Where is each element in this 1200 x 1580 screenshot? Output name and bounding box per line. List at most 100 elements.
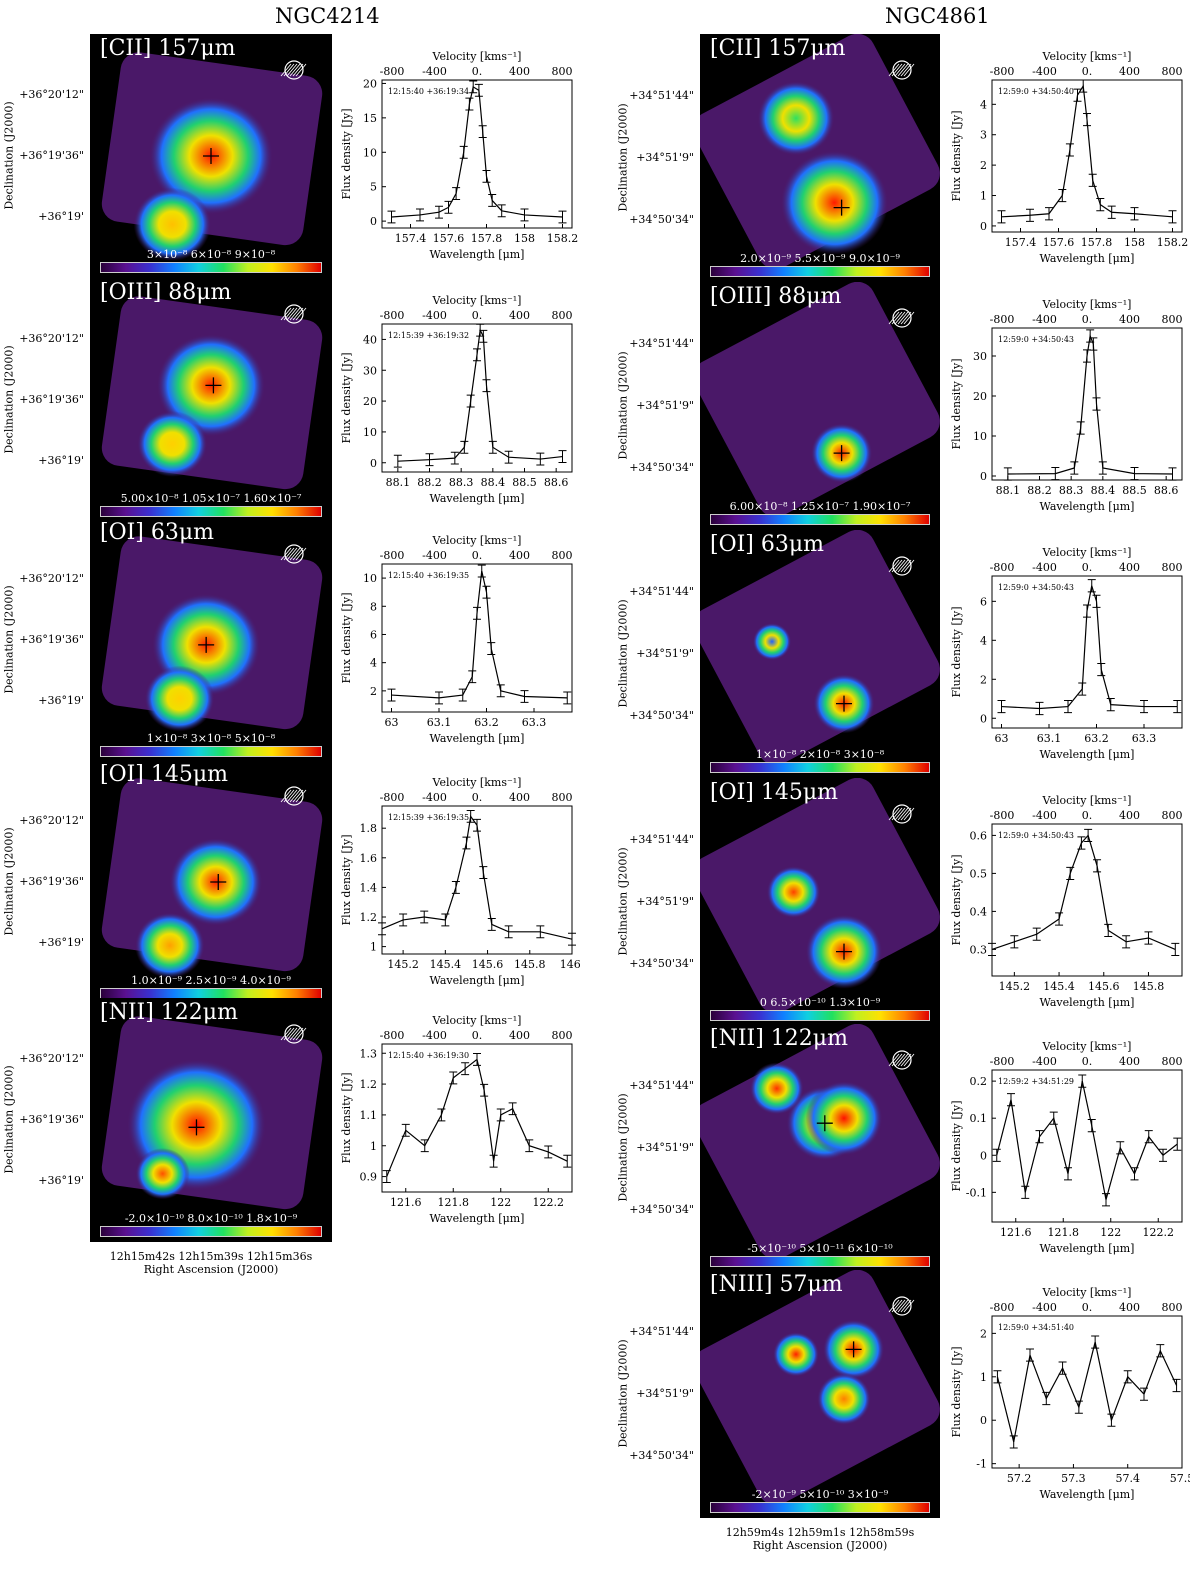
dec-tick-label: +34°50'34"	[629, 1449, 694, 1462]
data-point-errorbar	[1159, 1148, 1167, 1162]
map-line-title: [CII] 157μm	[100, 36, 236, 61]
data-point-errorbar	[536, 925, 545, 939]
top-tick-label: 800	[1162, 809, 1183, 822]
colorbar	[710, 762, 930, 773]
map-image	[700, 530, 940, 766]
ra-axis: 12h15m42s 12h15m39s 12h15m36s Right Ascen…	[90, 1250, 332, 1276]
map-line-title: [CII] 157μm	[710, 36, 846, 61]
map-line-title: [OIII] 88μm	[100, 280, 232, 305]
spectrum-panel: 63 63.1 63.2 63.3 0 2 4 6 -800 -400 0. 400 800 Veloci…	[940, 530, 1190, 778]
map-footprint	[700, 530, 940, 766]
x-tick-label: 88.4	[481, 476, 506, 489]
top-axis-label: Velocity [kms⁻¹]	[432, 776, 522, 789]
data-point-errorbar	[473, 1052, 481, 1066]
data-point-errorbar	[1076, 421, 1085, 435]
dec-tick-label: +34°50'34"	[629, 1203, 694, 1216]
data-point-errorbar	[466, 809, 475, 823]
data-point-errorbar	[1035, 1130, 1044, 1144]
plot-frame	[991, 79, 1183, 233]
beam-icon	[888, 556, 915, 576]
data-point-errorbar	[488, 194, 497, 207]
map-line-title: [OIII] 88μm	[710, 284, 842, 309]
dec-tick-label: +34°51'9"	[636, 399, 694, 412]
x-axis-label: Wavelength [μm]	[1040, 996, 1135, 1009]
data-point-errorbar	[474, 83, 483, 97]
map-footprint	[700, 1270, 940, 1506]
position-label: 12:59:0 +34:50:43	[998, 831, 1074, 840]
data-point-errorbar	[473, 348, 481, 362]
y-tick-label: 1.6	[360, 852, 378, 865]
map-image	[101, 1016, 323, 1210]
spectrum-chart: 145.2 145.4 145.6 145.8 0.3 0.4 0.5 0.6-800 -400…	[950, 794, 1183, 1009]
dec-axis-label: Declination (J2000)	[616, 1093, 630, 1202]
top-axis-label: Velocity [kms⁻¹]	[1042, 50, 1132, 63]
data-point-errorbar	[1168, 467, 1177, 481]
top-axis-label: Velocity [kms⁻¹]	[1042, 546, 1132, 559]
data-point-errorbar	[420, 1139, 429, 1153]
plot-frame	[381, 1043, 573, 1193]
data-point-errorbar	[468, 670, 477, 684]
top-tick-label: 400	[509, 791, 530, 804]
map-line-title: [OI] 63μm	[710, 532, 825, 557]
dec-tick-label: +36°20'12"	[19, 332, 84, 345]
dec-tick-label: +34°51'9"	[636, 151, 694, 164]
x-tick-label: 146.	[560, 958, 580, 971]
x-tick-label: 121.8	[438, 1196, 470, 1209]
x-axis-label: Wavelength [μm]	[1040, 252, 1135, 265]
data-point-errorbar	[469, 80, 478, 94]
x-tick-label: 122	[1100, 1226, 1121, 1239]
data-point-errorbar	[1074, 1400, 1083, 1414]
data-point-errorbar	[478, 125, 487, 139]
plot-frame	[381, 563, 573, 713]
top-tick-label: 800	[552, 309, 573, 322]
data-point-errorbar	[482, 585, 491, 599]
x-tick-label: 57.2	[1007, 1472, 1031, 1485]
top-tick-label: 0.	[472, 65, 483, 78]
y-axis-label: Flux density [Jy]	[950, 1346, 963, 1437]
x-tick-label: 63	[995, 732, 1009, 745]
data-point-errorbar	[1049, 1111, 1058, 1125]
y-tick-label: 1	[980, 190, 987, 203]
dec-axis-label: Declination (J2000)	[616, 599, 630, 708]
y-tick-label: 0.5	[970, 867, 988, 880]
dec-tick-label: +34°50'34"	[629, 461, 694, 474]
y-axis-label: Flux density [Jy]	[340, 352, 353, 443]
data-point-errorbar	[459, 145, 468, 159]
galaxy-title-ngc4861: NGC4861	[885, 4, 990, 28]
emission-peak	[137, 410, 208, 477]
y-tick-label: 1	[370, 1140, 377, 1153]
dec-axis-label: Declination (J2000)	[2, 345, 16, 454]
x-tick-label: 145.6	[472, 958, 504, 971]
x-tick-label: 157.4	[395, 232, 427, 245]
data-point-errorbar	[387, 688, 396, 702]
x-tick-label: 63.3	[1132, 732, 1157, 745]
y-axis-label: Flux density [Jy]	[340, 1072, 353, 1163]
position-label: 12:15:40 +36:19:35	[388, 571, 469, 580]
top-tick-label: 400	[509, 65, 530, 78]
top-tick-label: -400	[422, 549, 447, 562]
data-point-errorbar	[480, 1083, 489, 1097]
top-tick-label: -800	[380, 1029, 405, 1042]
spectrum-panel: 88.1 88.2 88.3 88.4 88.5 88.6 0 10 20 30 40 -800 -40…	[330, 278, 580, 522]
y-tick-label: 0.6	[970, 829, 988, 842]
plot-frame	[991, 575, 1183, 729]
dec-tick-label: +36°19'36"	[19, 875, 84, 888]
top-tick-label: 800	[552, 1029, 573, 1042]
dec-tick-label: +36°20'12"	[19, 1052, 84, 1065]
top-axis-label: Velocity [kms⁻¹]	[432, 534, 522, 547]
map-image	[101, 296, 323, 490]
dec-tick-label: +34°51'9"	[636, 1387, 694, 1400]
map-panel: [OI] 145μm 0 6.5×10⁻¹⁰ 1.3×10⁻⁹	[700, 778, 940, 1026]
y-tick-label: -1	[976, 1458, 987, 1471]
data-point-errorbar	[1042, 1391, 1051, 1406]
x-tick-label: 57.5	[1170, 1472, 1190, 1485]
data-point-errorbar	[1144, 1130, 1153, 1144]
peak-cross-marker	[833, 199, 850, 216]
data-point-errorbar	[1140, 1387, 1148, 1401]
y-tick-label: 3	[980, 129, 987, 142]
dec-tick-label: +34°51'44"	[629, 585, 694, 598]
peak-cross-marker	[198, 636, 215, 653]
colorbar-tick-labels: 1×10⁻⁸ 2×10⁻⁸ 3×10⁻⁸	[755, 748, 885, 761]
dec-tick-label: +34°51'9"	[636, 895, 694, 908]
y-axis-label: Flux density [Jy]	[950, 1100, 963, 1191]
